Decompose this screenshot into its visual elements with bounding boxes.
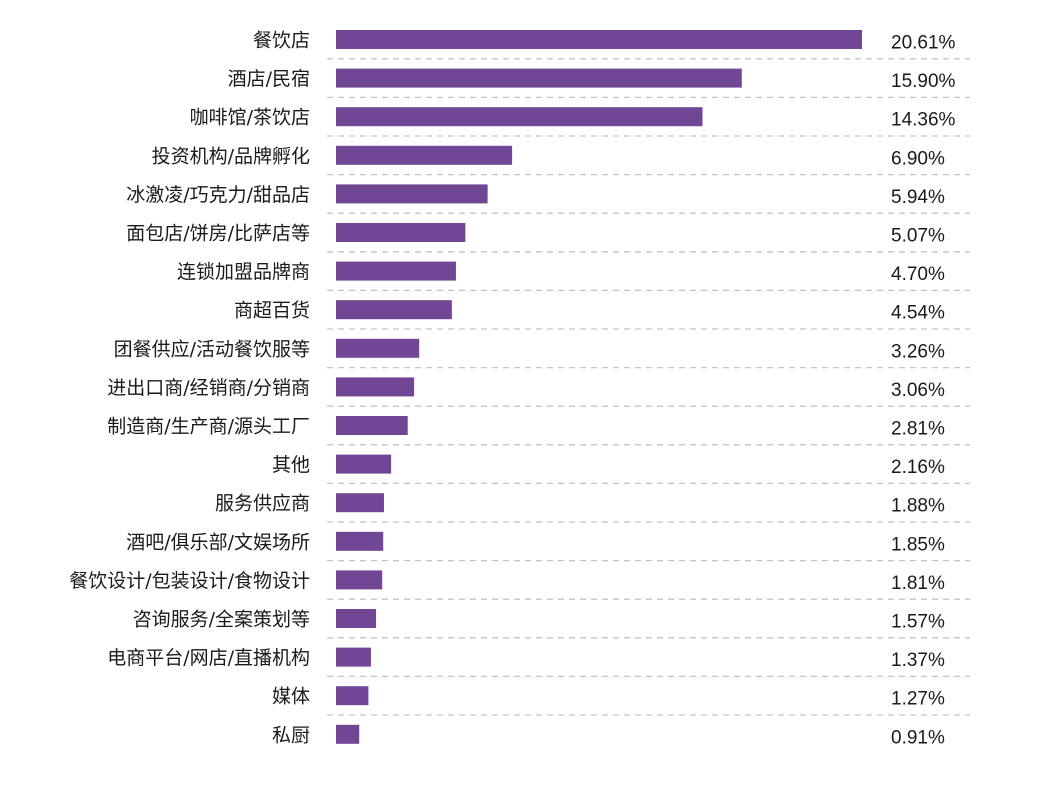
category-label: 私厨: [272, 724, 310, 746]
category-label: 投资机构/品牌孵化: [152, 145, 310, 167]
category-label: 制造商/生产商/源头工厂: [107, 416, 310, 438]
value-label: 14.36%: [891, 110, 956, 131]
category-label: 服务供应商: [215, 493, 310, 515]
bar: [336, 416, 408, 435]
value-label: 6.90%: [891, 148, 945, 169]
bar: [336, 223, 466, 242]
bar: [336, 570, 383, 590]
value-label: 15.90%: [891, 71, 956, 92]
category-label: 酒店/民宿: [228, 68, 310, 90]
bar: [336, 686, 369, 706]
bar: [336, 184, 488, 204]
category-label: 冰激凌/巧克力/甜品店: [126, 184, 310, 206]
bar: [336, 338, 420, 358]
bar: [336, 609, 377, 628]
bar: [336, 30, 862, 49]
category-label: 咖啡馆/茶饮店: [190, 107, 310, 129]
bar: [336, 647, 371, 667]
bar: [336, 454, 392, 474]
bar: [336, 261, 456, 281]
bar: [336, 107, 703, 127]
value-label: 1.81%: [891, 573, 945, 594]
bar: [336, 145, 513, 165]
category-label: 其他: [272, 454, 310, 476]
bar: [336, 724, 360, 744]
value-label: 2.16%: [891, 457, 945, 478]
category-label: 团餐供应/活动餐饮服等: [114, 338, 310, 360]
category-label: 餐饮设计/包装设计/食物设计: [69, 570, 310, 592]
category-label: 餐饮店: [253, 30, 310, 52]
bar: [336, 377, 415, 397]
bar: [336, 531, 384, 551]
bar: [336, 68, 742, 88]
bar: [336, 493, 384, 513]
value-label: 1.88%: [891, 496, 945, 517]
category-label: 面包店/饼房/比萨店等: [126, 223, 310, 245]
value-label: 1.57%: [891, 612, 945, 633]
category-label: 商超百货: [234, 300, 310, 322]
category-label: 酒吧/俱乐部/文娱场所: [126, 531, 310, 553]
bar: [336, 300, 452, 320]
value-label: 0.91%: [891, 727, 945, 748]
value-label: 1.85%: [891, 534, 945, 555]
value-label: 20.61%: [891, 33, 956, 54]
category-label: 连锁加盟品牌商: [177, 261, 310, 283]
value-label: 2.81%: [891, 419, 945, 440]
value-label: 4.70%: [891, 264, 945, 285]
value-label: 1.27%: [891, 689, 945, 710]
value-label: 1.37%: [891, 650, 945, 671]
category-label: 咨询服务/全案策划等: [133, 609, 310, 631]
value-label: 5.07%: [891, 226, 945, 247]
category-label: 媒体: [272, 686, 310, 708]
value-label: 4.54%: [891, 303, 945, 324]
value-label: 3.06%: [891, 380, 945, 401]
category-label: 电商平台/网店/直播机构: [107, 647, 310, 669]
category-label: 进出口商/经销商/分销商: [107, 377, 310, 399]
value-label: 3.26%: [891, 341, 945, 362]
value-label: 5.94%: [891, 187, 945, 208]
